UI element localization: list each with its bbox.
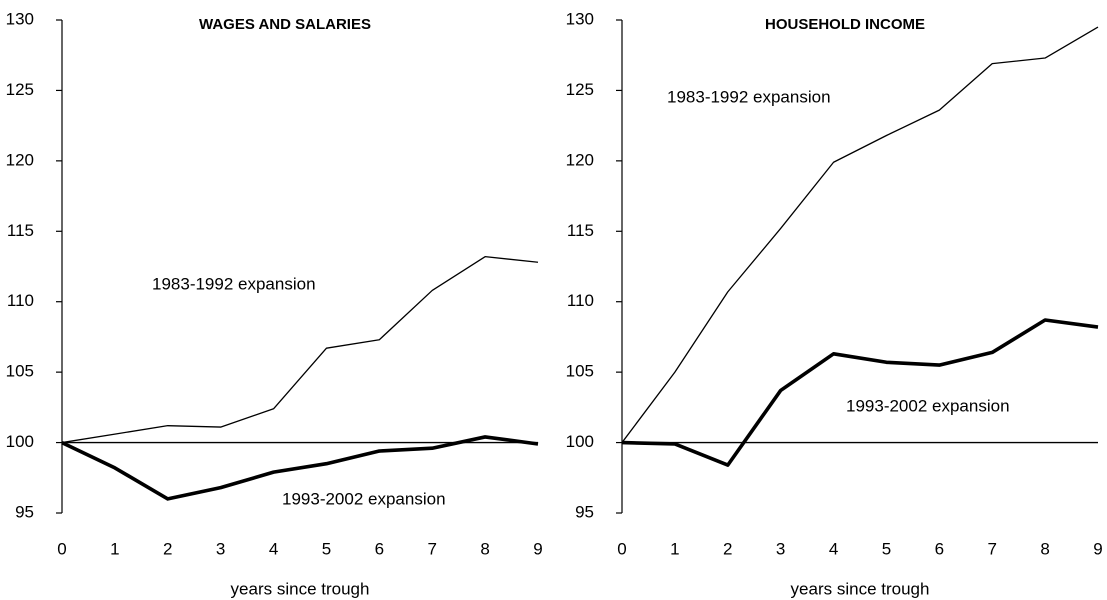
y-tick-label: 105 xyxy=(6,362,34,381)
series-line xyxy=(621,26,1099,443)
series-line xyxy=(621,318,1099,467)
series-label: 1993-2002 expansion xyxy=(282,489,446,508)
x-tick-label: 4 xyxy=(269,539,278,558)
series-line xyxy=(61,435,539,501)
x-tick-label: 0 xyxy=(57,539,66,558)
series-label: 1983-1992 expansion xyxy=(667,87,831,106)
y-tick-label: 120 xyxy=(566,150,594,169)
y-tick-label: 95 xyxy=(15,502,34,521)
y-tick-label: 110 xyxy=(7,291,34,310)
y-tick-label: 100 xyxy=(6,432,34,451)
x-tick-label: 9 xyxy=(533,539,542,558)
y-tick-label: 125 xyxy=(6,80,34,99)
y-tick-label: 100 xyxy=(566,432,594,451)
series-label: 1993-2002 expansion xyxy=(846,396,1010,415)
x-tick-label: 7 xyxy=(987,539,996,558)
x-tick-label: 2 xyxy=(723,539,732,558)
x-tick-label: 6 xyxy=(935,539,944,558)
series-label: 1983-1992 expansion xyxy=(152,274,316,293)
x-tick-label: 2 xyxy=(163,539,172,558)
x-tick-label: 8 xyxy=(1040,539,1049,558)
y-tick-label: 105 xyxy=(566,362,594,381)
y-tick-label: 95 xyxy=(575,502,594,521)
x-tick-label: 0 xyxy=(617,539,626,558)
y-tick-label: 115 xyxy=(567,221,594,240)
chart-title: WAGES AND SALARIES xyxy=(199,16,371,33)
x-tick-label: 1 xyxy=(110,539,119,558)
y-tick-label: 125 xyxy=(566,80,594,99)
y-tick-label: 130 xyxy=(6,9,34,28)
x-tick-label: 9 xyxy=(1093,539,1102,558)
x-tick-label: 7 xyxy=(427,539,436,558)
y-tick-label: 110 xyxy=(567,291,594,310)
y-tick-label: 130 xyxy=(566,9,594,28)
x-tick-label: 3 xyxy=(776,539,785,558)
chart-title: HOUSEHOLD INCOME xyxy=(765,16,925,33)
x-tick-label: 5 xyxy=(322,539,331,558)
x-tick-label: 5 xyxy=(882,539,891,558)
x-tick-label: 6 xyxy=(375,539,384,558)
y-tick-label: 120 xyxy=(6,150,34,169)
x-axis-label: years since trough xyxy=(231,579,370,598)
x-tick-label: 1 xyxy=(670,539,679,558)
x-axis-label: years since trough xyxy=(791,579,930,598)
x-tick-label: 3 xyxy=(216,539,225,558)
y-tick-label: 115 xyxy=(7,221,34,240)
x-tick-label: 4 xyxy=(829,539,838,558)
x-tick-label: 8 xyxy=(480,539,489,558)
series-line xyxy=(61,255,539,444)
